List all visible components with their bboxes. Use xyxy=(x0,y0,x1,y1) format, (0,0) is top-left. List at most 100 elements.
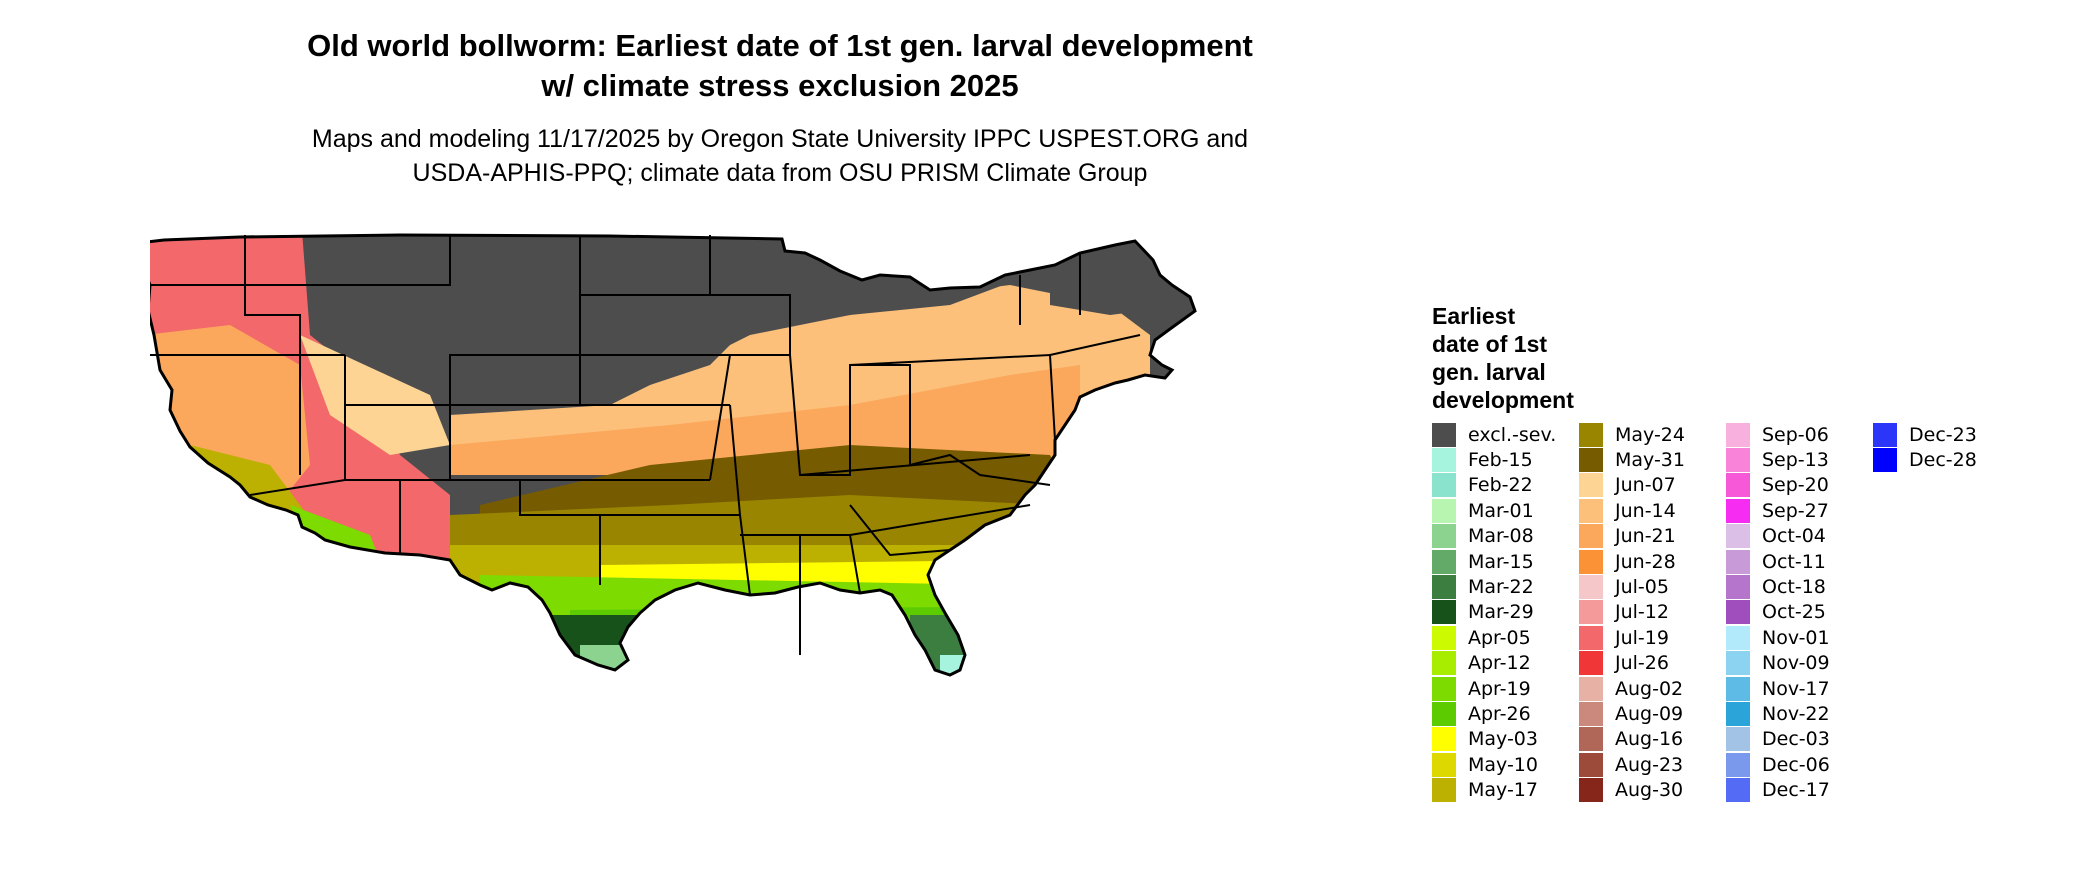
legend-item: Jun-21 xyxy=(1579,524,1676,549)
legend-item: Oct-25 xyxy=(1726,600,1826,625)
legend-label: Jun-14 xyxy=(1615,499,1676,522)
legend-item: Dec-03 xyxy=(1726,727,1830,752)
legend-item: Mar-08 xyxy=(1432,524,1534,549)
legend-label: Sep-13 xyxy=(1762,448,1829,471)
legend-label: Aug-23 xyxy=(1615,753,1684,776)
legend-swatch xyxy=(1432,549,1456,574)
legend-label: Oct-25 xyxy=(1762,601,1826,624)
legend-item: Aug-16 xyxy=(1579,727,1683,752)
legend-label: Nov-09 xyxy=(1762,652,1830,675)
legend-swatch xyxy=(1726,473,1750,498)
legend-item: Jul-12 xyxy=(1579,600,1669,625)
legend-swatch xyxy=(1432,498,1456,523)
legend-item: Nov-01 xyxy=(1726,625,1830,650)
legend-item: Nov-22 xyxy=(1726,701,1830,726)
legend-swatch xyxy=(1432,625,1456,650)
map-subtitle-line-2: USDA-APHIS-PPQ; climate data from OSU PR… xyxy=(412,159,1148,187)
map-title: Old world bollworm: Earliest date of 1st… xyxy=(160,26,1400,106)
legend-label: Nov-17 xyxy=(1762,677,1830,700)
legend-item: Apr-12 xyxy=(1432,651,1531,676)
legend-label: Apr-26 xyxy=(1468,702,1531,725)
legend-swatch xyxy=(1579,422,1603,447)
legend-swatch xyxy=(1432,651,1456,676)
legend-swatch xyxy=(1432,778,1456,803)
legend-swatch xyxy=(1579,473,1603,498)
legend-label: Nov-22 xyxy=(1762,702,1830,725)
legend-item: Apr-05 xyxy=(1432,625,1531,650)
legend-item: Aug-09 xyxy=(1579,701,1683,726)
legend-label: May-31 xyxy=(1615,448,1685,471)
legend-item: Mar-29 xyxy=(1432,600,1534,625)
map-title-line-2: w/ climate stress exclusion 2025 xyxy=(541,68,1019,103)
legend-swatch xyxy=(1432,752,1456,777)
legend-label: Oct-18 xyxy=(1762,575,1826,598)
legend-label: Sep-20 xyxy=(1762,474,1829,497)
legend-item: Sep-20 xyxy=(1726,473,1829,498)
legend-swatch xyxy=(1726,676,1750,701)
legend-swatch xyxy=(1579,676,1603,701)
legend-item: Oct-18 xyxy=(1726,574,1826,599)
legend-swatch xyxy=(1873,447,1897,472)
legend-swatch xyxy=(1579,549,1603,574)
legend-item: Oct-04 xyxy=(1726,524,1826,549)
legend-item: May-17 xyxy=(1432,778,1538,803)
legend-swatch xyxy=(1432,574,1456,599)
legend-swatch xyxy=(1579,727,1603,752)
legend-label: Apr-12 xyxy=(1468,652,1531,675)
legend-label: Jun-21 xyxy=(1615,525,1676,548)
legend-swatch xyxy=(1432,727,1456,752)
legend-item: Jul-19 xyxy=(1579,625,1669,650)
legend-label: Dec-28 xyxy=(1909,448,1977,471)
legend-item: Dec-17 xyxy=(1726,778,1830,803)
legend-swatch xyxy=(1726,422,1750,447)
legend-label: Mar-29 xyxy=(1468,601,1534,624)
legend-item: Apr-19 xyxy=(1432,676,1531,701)
legend-item: May-31 xyxy=(1579,447,1685,472)
map-title-line-1: Old world bollworm: Earliest date of 1st… xyxy=(307,28,1253,63)
legend-title-line-2: date of 1st xyxy=(1432,331,1548,357)
legend-label: Apr-19 xyxy=(1468,677,1531,700)
legend-label: Nov-01 xyxy=(1762,626,1830,649)
legend-item: May-03 xyxy=(1432,727,1538,752)
legend-label: Feb-22 xyxy=(1468,474,1533,497)
legend-swatch xyxy=(1579,778,1603,803)
legend-label: Dec-06 xyxy=(1762,753,1830,776)
legend-swatch xyxy=(1432,473,1456,498)
legend-swatch xyxy=(1726,752,1750,777)
legend-title-line-1: Earliest xyxy=(1432,303,1516,329)
legend-item: Feb-15 xyxy=(1432,447,1533,472)
legend-item: Dec-23 xyxy=(1873,422,1977,447)
legend-item: Feb-22 xyxy=(1432,473,1533,498)
legend-item: Mar-01 xyxy=(1432,498,1534,523)
legend-item: Jun-07 xyxy=(1579,473,1676,498)
legend-label: May-03 xyxy=(1468,728,1538,751)
legend-label: Sep-06 xyxy=(1762,423,1829,446)
legend-label: Apr-05 xyxy=(1468,626,1531,649)
legend-item: May-24 xyxy=(1579,422,1685,447)
legend-swatch xyxy=(1726,600,1750,625)
legend-item: Sep-06 xyxy=(1726,422,1829,447)
legend-item: Mar-15 xyxy=(1432,549,1534,574)
legend-swatch xyxy=(1432,600,1456,625)
legend-label: Mar-22 xyxy=(1468,575,1534,598)
legend-label: Sep-27 xyxy=(1762,499,1829,522)
legend-label: Jun-28 xyxy=(1615,550,1676,573)
legend-label: excl.-sev. xyxy=(1468,423,1557,446)
legend-item: Aug-02 xyxy=(1579,676,1683,701)
legend-swatch xyxy=(1432,676,1456,701)
legend-swatch xyxy=(1432,447,1456,472)
legend-label: Jul-12 xyxy=(1615,601,1669,624)
legend-label: Aug-16 xyxy=(1615,728,1684,751)
legend-item: excl.-sev. xyxy=(1432,422,1556,447)
legend-swatch xyxy=(1873,422,1897,447)
legend-item: Sep-27 xyxy=(1726,498,1829,523)
legend-title-line-3: gen. larval xyxy=(1432,359,1546,385)
legend-swatch xyxy=(1726,498,1750,523)
legend-swatch xyxy=(1579,625,1603,650)
legend-label: Mar-15 xyxy=(1468,550,1534,573)
legend-swatch xyxy=(1726,625,1750,650)
legend-label: Jul-19 xyxy=(1615,626,1669,649)
legend-item: Jul-05 xyxy=(1579,574,1669,599)
legend-item: Jun-14 xyxy=(1579,498,1676,523)
legend-swatch xyxy=(1726,524,1750,549)
